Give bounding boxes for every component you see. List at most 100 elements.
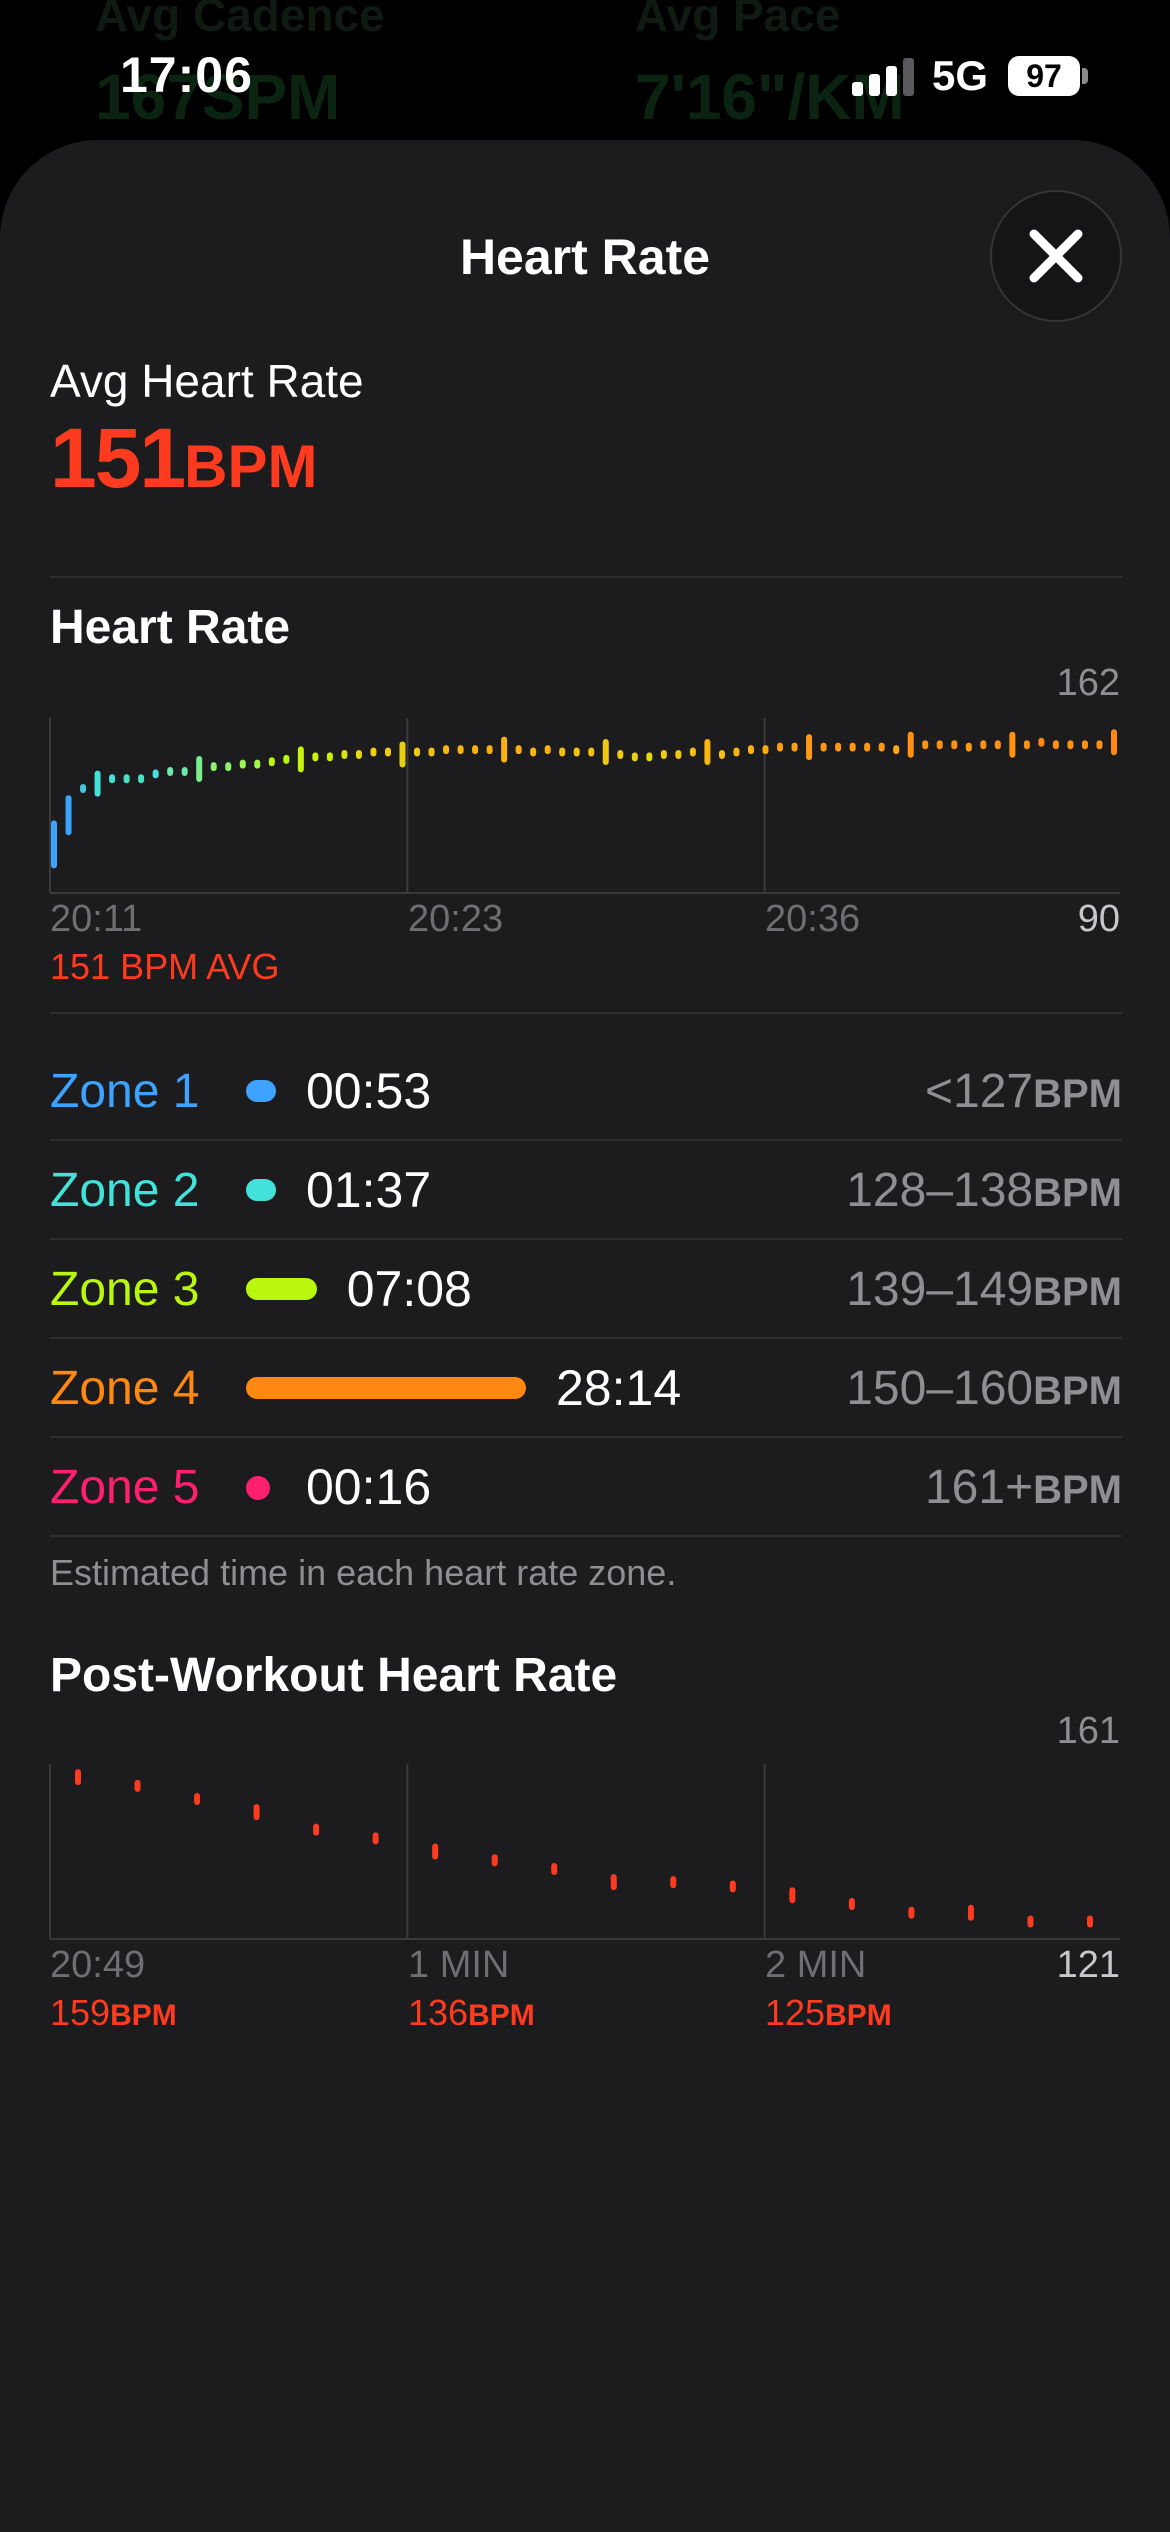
zone-range: 150–160BPM [846, 1361, 1122, 1416]
zone-row: Zone 1 00:53 <127BPM [50, 1040, 1122, 1139]
data-point [268, 757, 275, 767]
zone-name: Zone 5 [50, 1461, 200, 1514]
divider [50, 1436, 1122, 1438]
heart-rate-section-title: Heart Rate [50, 601, 291, 654]
data-point [530, 747, 537, 757]
zone-time: 07:08 [346, 1261, 472, 1317]
cadence-label: Avg Cadence [95, 0, 385, 41]
zone-range-value: 161+ [924, 1461, 1034, 1514]
cellular-signal-icon [852, 58, 916, 96]
data-point [254, 759, 261, 769]
hr-x-label-3: 20:36 [765, 898, 861, 940]
data-point [253, 1804, 260, 1821]
data-point [1038, 737, 1045, 747]
data-point [718, 749, 725, 759]
data-point [789, 1887, 796, 1904]
data-point [313, 1823, 320, 1836]
data-point [372, 1832, 379, 1845]
zone-time: 00:53 [306, 1063, 432, 1119]
data-point [134, 1779, 141, 1792]
post-marker-1: 159BPM [50, 1992, 177, 2034]
data-point [1027, 1915, 1034, 1928]
data-point [109, 774, 116, 784]
data-point [777, 742, 784, 752]
zone-row: Zone 3 07:08 139–149BPM [50, 1238, 1122, 1337]
data-point [297, 746, 304, 773]
data-point [94, 770, 101, 797]
data-point [602, 739, 609, 766]
post-marker-1-unit: BPM [110, 1999, 177, 2032]
data-point [326, 752, 333, 762]
zone-time: 28:14 [556, 1360, 682, 1416]
data-point [210, 762, 217, 772]
data-point [384, 747, 391, 757]
data-point [551, 1863, 558, 1875]
cadence-value: 167SPM [95, 61, 341, 133]
pace-label: Avg Pace [635, 0, 841, 41]
hr-avg-label: 151 BPM AVG [50, 946, 280, 987]
zone-range-unit: BPM [1033, 1171, 1122, 1215]
data-point [994, 740, 1001, 750]
data-point [167, 766, 174, 776]
zone-name: Zone 4 [50, 1362, 200, 1415]
divider [50, 1139, 1122, 1141]
zone-range-value: 128–138 [846, 1164, 1034, 1217]
sheet-title: Heart Rate [459, 229, 711, 285]
data-point [670, 1876, 677, 1889]
data-point [399, 741, 406, 768]
data-point [848, 1898, 855, 1910]
data-point [762, 745, 769, 755]
data-point [631, 752, 638, 762]
data-point [617, 749, 624, 759]
data-point [1067, 740, 1074, 750]
data-point [486, 745, 493, 755]
post-marker-2-unit: BPM [468, 1999, 535, 2032]
zone-range: 128–138BPM [846, 1163, 1122, 1218]
avg-heart-rate-number: 151 [50, 411, 186, 505]
data-point [733, 747, 740, 757]
data-point [893, 745, 900, 755]
post-marker-2: 136BPM [408, 1992, 535, 2034]
data-point [355, 749, 362, 759]
data-point [225, 762, 232, 772]
post-marker-3-value: 125 [765, 1992, 826, 2033]
close-button[interactable] [990, 190, 1122, 322]
data-point [194, 1793, 201, 1805]
data-point [965, 742, 972, 752]
data-point [432, 1843, 439, 1860]
battery-cap [1082, 68, 1088, 84]
network-type: 5G [932, 52, 989, 99]
hr-x-label-2: 20:23 [408, 898, 504, 940]
data-point [501, 736, 508, 763]
data-point [820, 742, 827, 752]
data-point [80, 783, 87, 793]
zone-time: 01:37 [306, 1162, 432, 1218]
status-bar: 17:06 5G 97 [0, 0, 1170, 140]
close-icon [1029, 229, 1083, 283]
data-point [588, 747, 595, 757]
data-point [123, 774, 130, 784]
data-point [559, 747, 566, 757]
heart-rate-sheet: Heart Rate Avg Heart Rate 151BPM Heart R… [0, 140, 1170, 2532]
data-point [951, 740, 958, 750]
data-point [51, 820, 57, 869]
data-point [75, 1769, 81, 1786]
zone-range: 139–149BPM [846, 1262, 1122, 1317]
hr-x-label-1: 20:11 [50, 898, 143, 940]
avg-heart-rate-label: Avg Heart Rate [50, 355, 364, 407]
data-point [747, 745, 754, 755]
zone-bar [246, 1377, 526, 1399]
status-time: 17:06 [120, 47, 253, 103]
zone-row: Zone 4 28:14 150–160BPM [50, 1337, 1122, 1436]
data-point [341, 749, 348, 759]
zone-range: <127BPM [925, 1064, 1122, 1119]
data-point [1081, 740, 1088, 750]
data-point [515, 745, 522, 755]
zone-bar [246, 1476, 270, 1500]
post-workout-title: Post-Workout Heart Rate [50, 1649, 618, 1702]
data-point [806, 734, 813, 761]
avg-heart-rate-value: 151BPM [50, 410, 318, 507]
zone-bar [246, 1179, 276, 1201]
data-point [675, 749, 682, 759]
pace-value: 7'16"/KM [635, 61, 905, 133]
